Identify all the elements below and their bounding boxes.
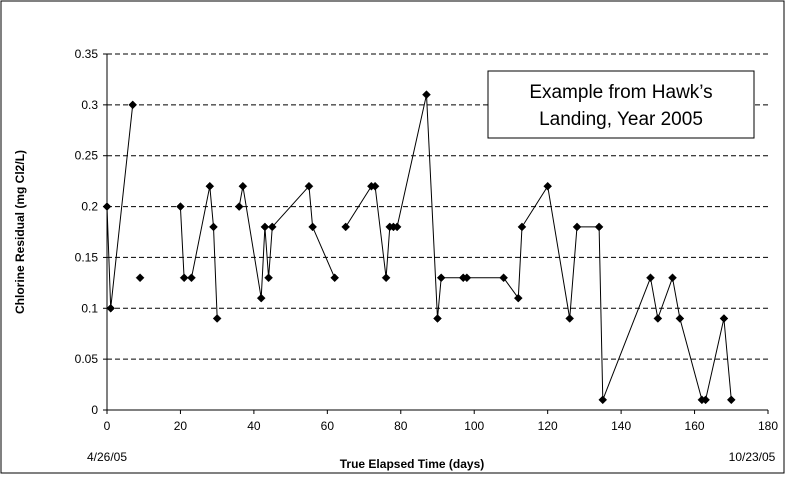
x-tick-label: 80 [394, 419, 408, 433]
axes [106, 54, 768, 411]
data-point [205, 181, 215, 191]
data-point [598, 395, 608, 405]
data-point [187, 273, 196, 283]
data-point [668, 273, 677, 283]
x-tick-label: 160 [685, 419, 705, 433]
y-tick-label: 0.35 [75, 47, 99, 61]
data-point [392, 222, 402, 232]
x-axis-label: True Elapsed Time (days) [340, 457, 485, 471]
data-point [594, 222, 604, 232]
data-point [572, 222, 582, 232]
data-point [256, 293, 266, 303]
data-point [565, 314, 575, 323]
data-point [653, 314, 663, 323]
y-tick-label: 0.3 [81, 98, 98, 112]
data-markers [102, 90, 736, 405]
data-point [436, 273, 446, 283]
data-point [370, 181, 380, 191]
data-point [179, 273, 189, 283]
data-point [433, 314, 442, 323]
annotation-line-2: Landing, Year 2005 [539, 109, 703, 130]
data-point [308, 222, 317, 232]
annotation-line-1: Example from Hawk’s [529, 82, 712, 103]
x-tick-label: 100 [464, 419, 484, 433]
annotation-frame [487, 70, 755, 139]
data-point [102, 202, 112, 211]
y-tick-label: 0.2 [81, 200, 98, 214]
annotation-box: Example from Hawk’s Landing, Year 2005 [487, 70, 755, 139]
y-tick-label: 0.05 [75, 352, 99, 366]
y-tick-label: 0 [91, 403, 98, 417]
data-point [646, 273, 655, 283]
data-point [381, 273, 391, 283]
data-point [135, 273, 145, 283]
data-point [209, 222, 218, 232]
data-point [238, 181, 248, 191]
data-point [176, 202, 185, 211]
start-date-label: 4/26/05 [87, 450, 127, 464]
data-point [267, 222, 277, 232]
data-point [304, 181, 314, 191]
data-point [719, 314, 729, 323]
x-tick-label: 20 [174, 419, 188, 433]
data-point [422, 90, 431, 100]
x-tick-label: 180 [758, 419, 778, 433]
data-point [341, 222, 351, 232]
x-tick-label: 120 [538, 419, 558, 433]
data-point [234, 202, 244, 211]
series-line [179, 186, 218, 319]
end-date-label: 10/23/05 [729, 450, 776, 464]
y-tick-label: 0.15 [75, 250, 99, 264]
data-point [726, 395, 736, 405]
data-point [212, 314, 222, 323]
data-point [543, 181, 553, 191]
data-point [260, 222, 270, 232]
gridlines [107, 53, 768, 360]
ticks: 0 0.05 0.1 0.15 0.2 0.25 0.3 0.35 0 20 40 60 80 100 12… [75, 47, 779, 433]
data-point [499, 273, 508, 283]
x-tick-label: 0 [104, 419, 111, 433]
data-point [128, 100, 138, 110]
data-point [462, 273, 472, 283]
x-tick-label: 40 [247, 419, 261, 433]
data-point [517, 222, 527, 232]
data-point [264, 273, 273, 283]
data-point [513, 293, 523, 303]
data-point [106, 303, 116, 313]
x-tick-label: 140 [611, 419, 631, 433]
y-tick-label: 0.1 [81, 301, 98, 315]
data-point [675, 314, 685, 323]
data-point [701, 395, 710, 405]
y-tick-label: 0.25 [75, 149, 99, 163]
x-tick-label: 60 [321, 419, 335, 433]
data-point [330, 273, 340, 283]
y-axis-label: Chlorine Residual (mg Cl2/L) [13, 150, 27, 314]
